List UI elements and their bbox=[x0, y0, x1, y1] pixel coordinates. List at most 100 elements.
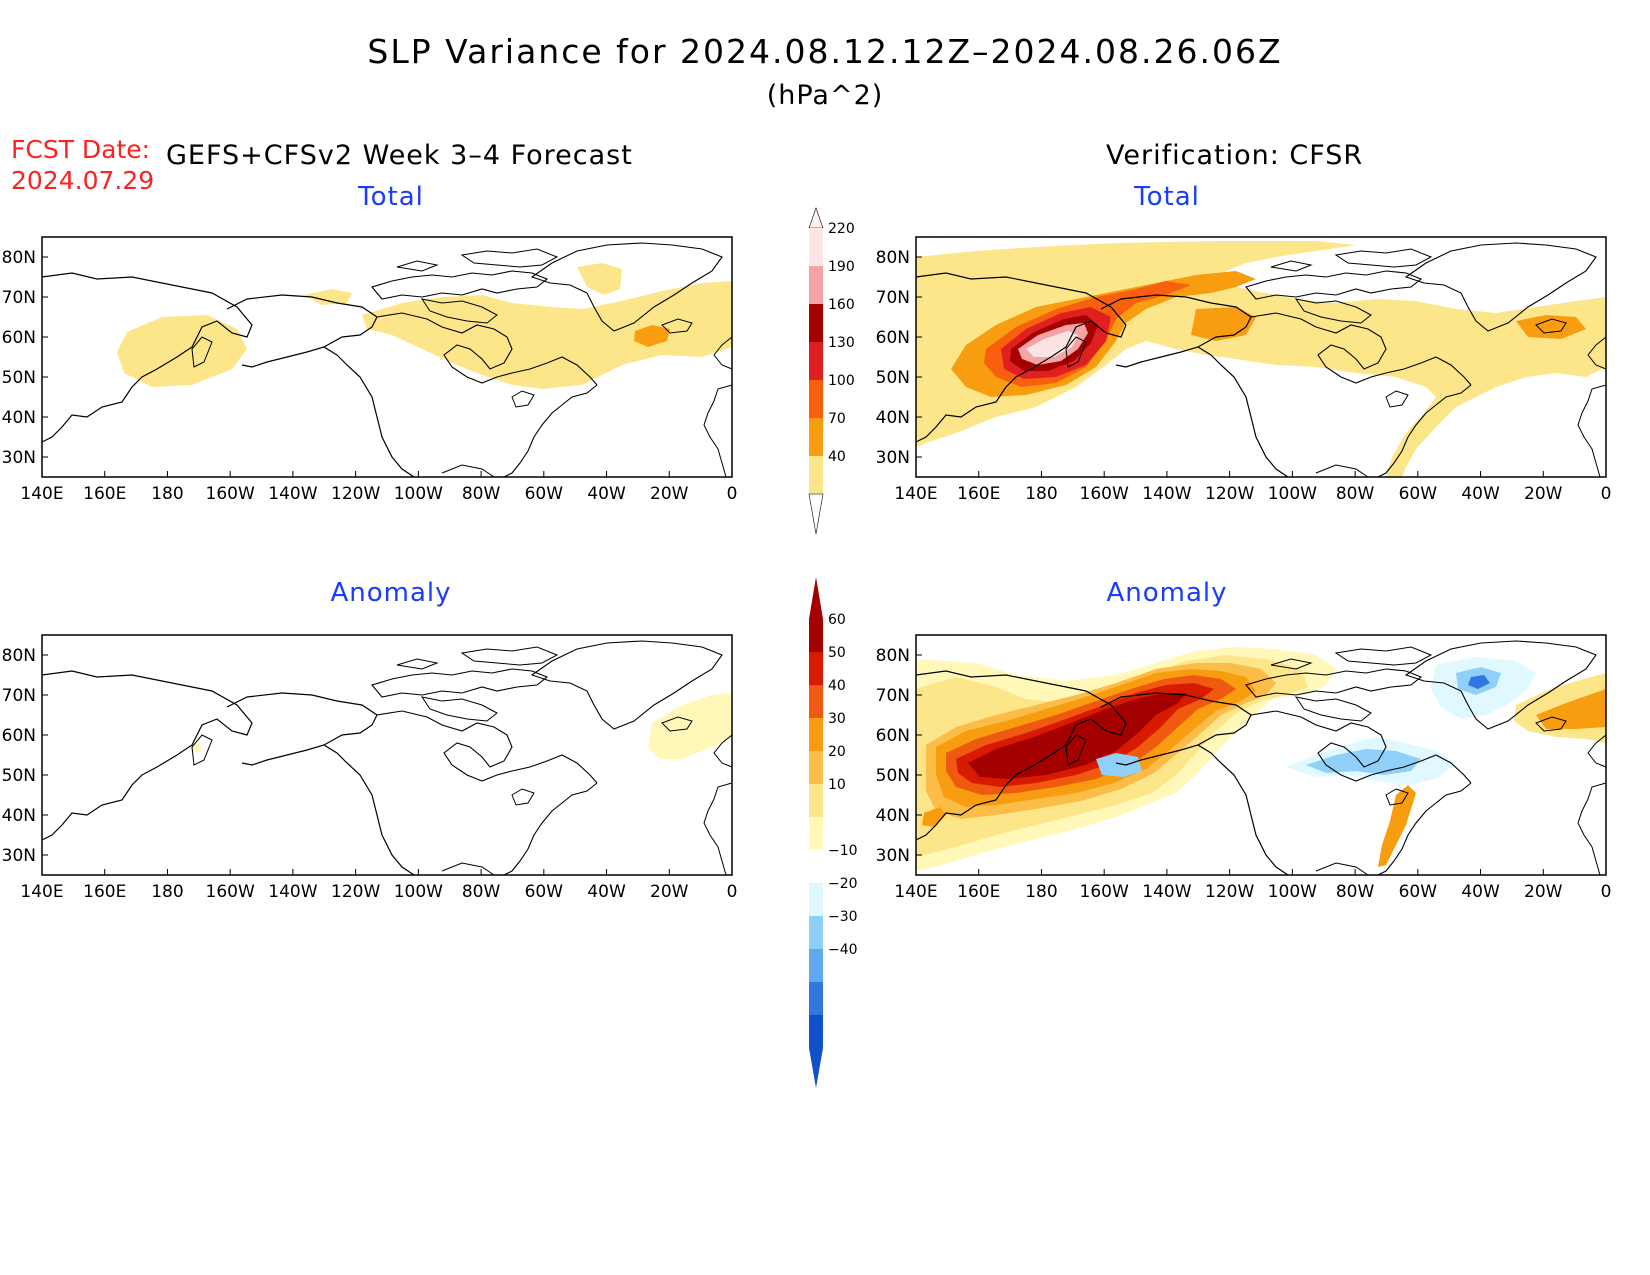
anomaly-colorbar-swatch bbox=[809, 916, 823, 949]
lat-tick-label: 80N bbox=[876, 646, 910, 666]
contour-fill-verification-total bbox=[916, 241, 1606, 477]
lat-tick-label: 70N bbox=[2, 686, 36, 706]
anomaly-colorbar-swatch bbox=[809, 718, 823, 751]
lat-tick-label: 30N bbox=[876, 448, 910, 468]
anomaly-colorbar-label: 20 bbox=[828, 744, 846, 760]
anomaly-colorbar-swatch bbox=[809, 883, 823, 916]
anomaly-colorbar-swatch bbox=[809, 982, 823, 1015]
lon-tick-label: 160E bbox=[83, 484, 126, 504]
lon-tick-label: 160E bbox=[957, 882, 1000, 902]
total-colorbar-label: 160 bbox=[828, 297, 855, 313]
total-colorbar-swatch bbox=[809, 266, 823, 304]
lon-tick-label: 80W bbox=[1336, 484, 1375, 504]
total-colorbar-swatch bbox=[809, 418, 823, 456]
lat-tick-label: 80N bbox=[2, 646, 36, 666]
lon-tick-label: 140E bbox=[894, 882, 937, 902]
anomaly-colorbar-label: 30 bbox=[828, 711, 846, 727]
anomaly-colorbar-top-triangle bbox=[809, 577, 823, 619]
lon-tick-label: 40W bbox=[1461, 484, 1500, 504]
lon-tick-label: 40W bbox=[1461, 882, 1500, 902]
lat-tick-label: 60N bbox=[876, 328, 910, 348]
lon-tick-label: 120W bbox=[1205, 484, 1254, 504]
lat-tick-label: 30N bbox=[2, 448, 36, 468]
fcst-date-label: FCST Date: bbox=[11, 135, 151, 164]
map-panel-forecast-total bbox=[41, 236, 733, 478]
lon-tick-label: 140W bbox=[268, 882, 317, 902]
lon-tick-label: 160W bbox=[206, 484, 255, 504]
contour-fill-forecast-total bbox=[117, 263, 732, 389]
lon-tick-label: 40W bbox=[587, 882, 626, 902]
lon-tick-label: 0 bbox=[1601, 882, 1612, 902]
total-colorbar-swatch bbox=[809, 342, 823, 380]
lat-tick-label: 70N bbox=[2, 288, 36, 308]
lat-tick-label: 50N bbox=[2, 766, 36, 786]
lon-tick-label: 120W bbox=[331, 484, 380, 504]
lon-tick-label: 160W bbox=[1080, 484, 1129, 504]
main-title: SLP Variance for 2024.08.12.12Z–2024.08.… bbox=[367, 32, 1283, 71]
lat-tick-label: 50N bbox=[876, 766, 910, 786]
lat-tick-label: 60N bbox=[2, 328, 36, 348]
lon-tick-label: 180 bbox=[151, 484, 183, 504]
lon-tick-label: 100W bbox=[394, 882, 443, 902]
lat-tick-label: 50N bbox=[2, 368, 36, 388]
lon-tick-label: 100W bbox=[1268, 882, 1317, 902]
fcst-date-value: 2024.07.29 bbox=[11, 166, 155, 195]
lon-tick-label: 100W bbox=[1268, 484, 1317, 504]
total-colorbar-swatch bbox=[809, 456, 823, 494]
verification-header: Verification: CFSR bbox=[1106, 140, 1364, 171]
anomaly-colorbar-swatch bbox=[809, 619, 823, 652]
panel-title-forecast-total: Total bbox=[358, 182, 424, 212]
anomaly-colorbar-label: 10 bbox=[828, 777, 846, 793]
lon-tick-label: 20W bbox=[1524, 882, 1563, 902]
panel-title-verification-total: Total bbox=[1134, 182, 1200, 212]
lon-tick-label: 120W bbox=[331, 882, 380, 902]
lon-tick-label: 160W bbox=[1080, 882, 1129, 902]
anomaly-colorbar-swatch bbox=[809, 949, 823, 982]
total-colorbar-swatch bbox=[809, 304, 823, 342]
anomaly-colorbar-label: 50 bbox=[828, 645, 846, 661]
anomaly-colorbar-label: 60 bbox=[828, 612, 846, 628]
lat-tick-label: 70N bbox=[876, 288, 910, 308]
lon-tick-label: 60W bbox=[525, 484, 564, 504]
lon-tick-label: 0 bbox=[727, 484, 738, 504]
lat-tick-label: 80N bbox=[2, 248, 36, 268]
map-panel-forecast-anomaly bbox=[41, 634, 733, 876]
lon-tick-label: 100W bbox=[394, 484, 443, 504]
lon-tick-label: 0 bbox=[727, 882, 738, 902]
lon-tick-label: 180 bbox=[1025, 484, 1057, 504]
anomaly-colorbar-swatch bbox=[809, 817, 823, 850]
lon-tick-label: 0 bbox=[1601, 484, 1612, 504]
anomaly-colorbar-swatch bbox=[809, 1015, 823, 1048]
total-colorbar-label: 100 bbox=[828, 373, 855, 389]
panel-title-forecast-anomaly: Anomaly bbox=[330, 578, 452, 608]
lon-tick-label: 140W bbox=[1142, 484, 1191, 504]
total-colorbar-label: 220 bbox=[828, 221, 855, 237]
lon-tick-label: 180 bbox=[1025, 882, 1057, 902]
lon-tick-label: 60W bbox=[1399, 882, 1438, 902]
lon-tick-label: 140W bbox=[268, 484, 317, 504]
anomaly-colorbar-swatch bbox=[809, 652, 823, 685]
forecast-header: GEFS+CFSv2 Week 3–4 Forecast bbox=[166, 140, 633, 171]
total-colorbar-label: 190 bbox=[828, 259, 855, 275]
anomaly-colorbar-label: −20 bbox=[828, 876, 858, 892]
total-colorbar-label: 70 bbox=[828, 411, 846, 427]
lon-tick-label: 40W bbox=[587, 484, 626, 504]
map-panel-verification-anomaly bbox=[915, 634, 1607, 876]
contour-fill-verification-anomaly bbox=[916, 647, 1606, 871]
lon-tick-label: 80W bbox=[462, 882, 501, 902]
lon-tick-label: 140E bbox=[894, 484, 937, 504]
lat-tick-label: 40N bbox=[876, 408, 910, 428]
total-colorbar-bottom-triangle bbox=[808, 493, 824, 535]
anomaly-colorbar-swatch bbox=[809, 784, 823, 817]
lon-tick-label: 140E bbox=[20, 882, 63, 902]
lon-tick-label: 160E bbox=[957, 484, 1000, 504]
lat-tick-label: 60N bbox=[876, 726, 910, 746]
anomaly-colorbar-label: −30 bbox=[828, 909, 858, 925]
lon-tick-label: 20W bbox=[1524, 484, 1563, 504]
anomaly-colorbar-label: −40 bbox=[828, 942, 858, 958]
lon-tick-label: 180 bbox=[151, 882, 183, 902]
panel-title-verification-anomaly: Anomaly bbox=[1106, 578, 1228, 608]
lon-tick-label: 60W bbox=[1399, 484, 1438, 504]
anomaly-colorbar-bottom-triangle bbox=[809, 1048, 823, 1088]
